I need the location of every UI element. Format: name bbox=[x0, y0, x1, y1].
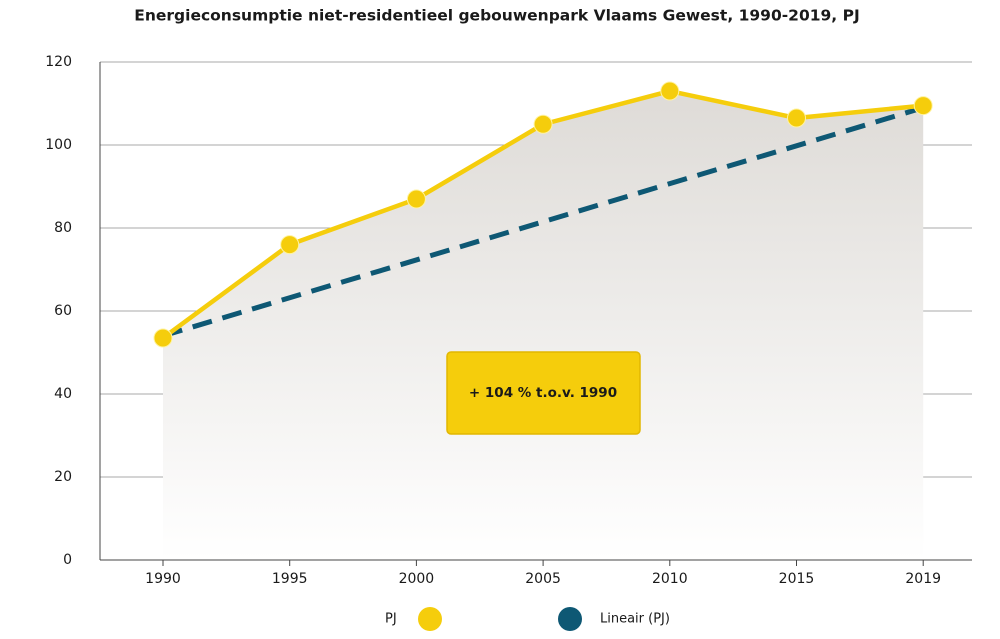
legend: PJ Lineair (PJ) bbox=[385, 607, 670, 631]
legend-label: PJ bbox=[385, 612, 397, 627]
y-tick-label: 120 bbox=[45, 54, 72, 70]
x-tick-label: 2010 bbox=[652, 571, 688, 587]
point bbox=[787, 108, 806, 128]
x-tick-label: 2015 bbox=[779, 571, 815, 587]
y-tick-label: 60 bbox=[54, 303, 72, 319]
y-tick-label: 20 bbox=[54, 469, 72, 485]
x-tick-label: 1990 bbox=[145, 571, 181, 587]
y-tick-label: 100 bbox=[45, 137, 72, 153]
point bbox=[153, 328, 173, 348]
axes: 0 20 40 60 80 100 120 1990 1995 2000 2005 2010 2015 2… bbox=[45, 54, 972, 587]
x-tick-label: 2019 bbox=[905, 571, 941, 587]
chart-title: Energieconsumptie niet-residentieel gebo… bbox=[134, 7, 859, 25]
series-line bbox=[162, 105, 924, 339]
point bbox=[533, 114, 553, 134]
x-tick-label: 1995 bbox=[272, 571, 308, 587]
y-tick-label: 80 bbox=[54, 220, 72, 236]
legend-label: Lineair (PJ) bbox=[600, 612, 670, 627]
annotation-text: + 104 % t.o.v. 1990 bbox=[469, 385, 617, 401]
area bbox=[163, 91, 924, 561]
point bbox=[660, 81, 680, 101]
legend-marker bbox=[558, 607, 582, 631]
line-layer bbox=[153, 81, 933, 348]
legend-marker bbox=[418, 607, 442, 631]
y-tick-label: 0 bbox=[63, 552, 72, 568]
annotation-box bbox=[446, 351, 641, 435]
x-tick-label: 2000 bbox=[399, 571, 435, 587]
annotation: + 104 % t.o.v. 1990 bbox=[446, 351, 641, 435]
x-tick-label: 2005 bbox=[525, 571, 561, 587]
point bbox=[913, 96, 933, 116]
y-tick-label: 40 bbox=[54, 386, 72, 402]
point bbox=[280, 235, 300, 255]
area-layer bbox=[163, 91, 924, 561]
point bbox=[406, 189, 426, 209]
